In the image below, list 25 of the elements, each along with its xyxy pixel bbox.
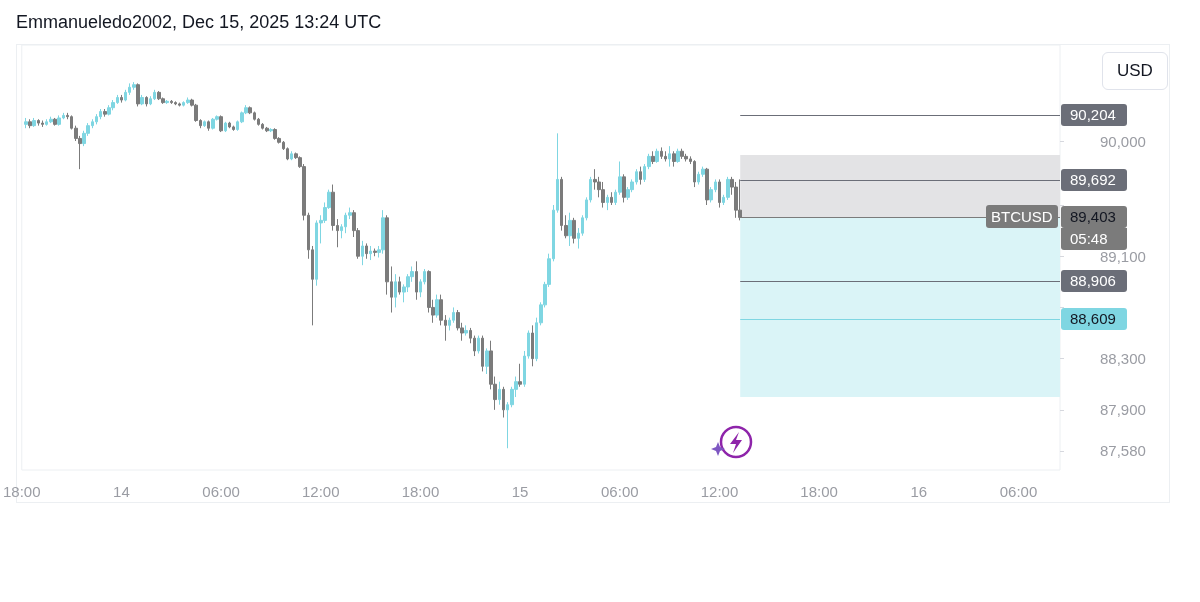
text: 05:48 (1070, 230, 1108, 248)
x-tick-label: 18:00 (800, 483, 838, 500)
x-tick-label: 06:00 (202, 483, 240, 500)
x-tick-label: 18:00 (401, 483, 440, 500)
y-tick-label: 88,300 (1100, 350, 1146, 368)
x-tick-label: 15 (511, 483, 529, 500)
text: USD (1102, 52, 1168, 90)
chart-title: Emmanueledo2002, Dec 15, 2025 13:24 UTC (16, 12, 382, 33)
ref-line-label: 88,609 (1061, 308, 1127, 331)
y-tick-label: 87,900 (1100, 401, 1146, 419)
x-tick-label: 06:00 (999, 483, 1038, 500)
x-tick-label: 12:00 (700, 483, 739, 500)
ref-line-label: 89,692 (1061, 169, 1127, 192)
annotation: BTCUSD (986, 205, 1058, 229)
x-tick-label: 18:00 (2, 483, 41, 500)
y-tick-label: 87,580 (1100, 442, 1146, 460)
x-tick-label: 16 (910, 483, 928, 500)
ref-line-label: 88,906 (1061, 270, 1127, 293)
y-tick-label: 89,100 (1100, 247, 1146, 265)
ref-line-label: 89,403 (1061, 206, 1127, 229)
x-tick-label: 06:00 (601, 483, 639, 500)
x-tick-label: 12:00 (302, 483, 340, 500)
x-tick-label: 14 (113, 483, 130, 500)
ref-line-label: 90,204 (1061, 103, 1127, 126)
y-tick-label: 90,000 (1100, 132, 1146, 150)
